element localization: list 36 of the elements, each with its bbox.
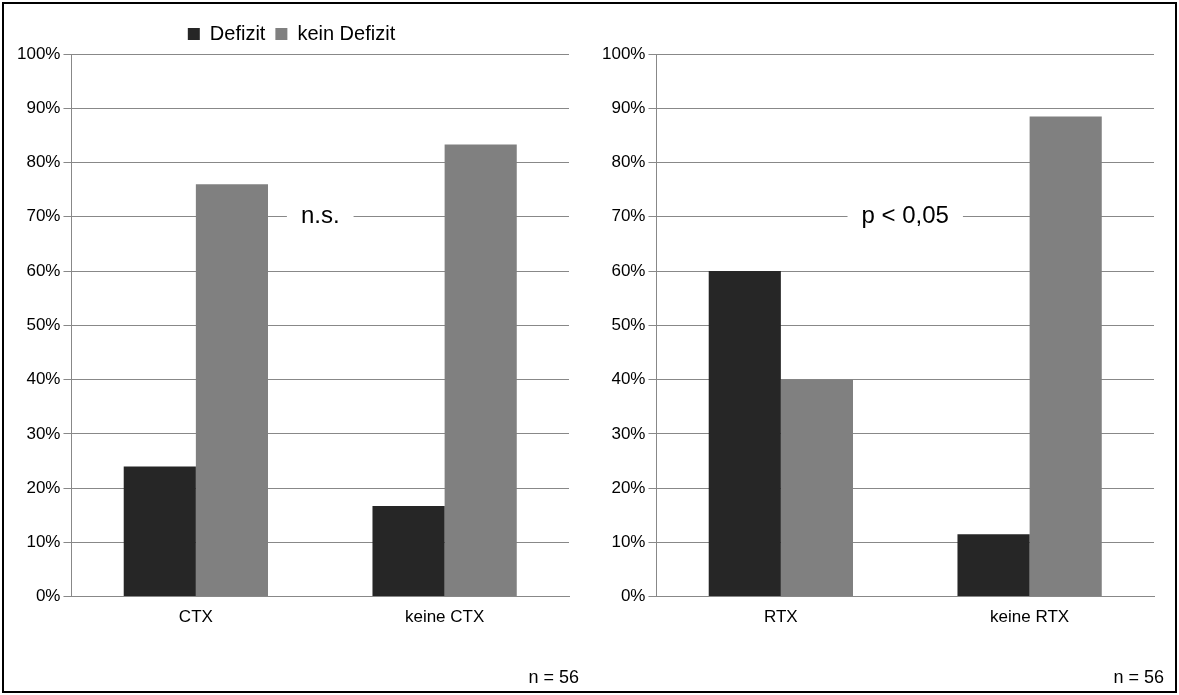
x-tick-label: keine CTX — [404, 607, 485, 627]
x-tick-label: keine RTX — [990, 607, 1070, 627]
bar — [957, 534, 1030, 597]
y-tick-label: 90% — [26, 97, 61, 117]
y-tick-label: 50% — [26, 314, 61, 334]
y-tick-label: 40% — [611, 369, 646, 389]
y-tick-label: 70% — [611, 206, 646, 226]
y-tick-label: 60% — [26, 260, 61, 280]
text: n = 56 — [528, 666, 579, 687]
x-tick-label: CTX — [178, 607, 213, 627]
y-tick-label: 80% — [26, 152, 61, 172]
legend-label: kein Defizit — [297, 21, 396, 44]
y-tick-label: 100% — [17, 43, 61, 63]
y-tick-label: 20% — [26, 477, 61, 497]
y-tick-label: 40% — [26, 369, 61, 389]
y-tick-label: 100% — [602, 43, 646, 63]
y-tick-label: 0% — [35, 586, 61, 606]
y-tick-label: 90% — [611, 97, 646, 117]
y-tick-label: 20% — [611, 477, 646, 497]
legend-label: Defizit — [209, 21, 266, 44]
y-tick-label: 0% — [620, 586, 646, 606]
text: n = 56 — [1113, 666, 1164, 687]
y-tick-label: 10% — [611, 532, 646, 552]
annotation: n.s. — [300, 201, 340, 229]
bar — [708, 271, 781, 597]
x-tick-label: RTX — [764, 607, 798, 627]
y-tick-label: 50% — [611, 314, 646, 334]
bar — [123, 466, 196, 597]
y-tick-label: 80% — [611, 152, 646, 172]
y-tick-label: 70% — [26, 206, 61, 226]
y-tick-label: 60% — [611, 260, 646, 280]
bar — [372, 505, 445, 597]
y-tick-label: 30% — [611, 423, 646, 443]
annotation: p < 0,05 — [861, 201, 949, 229]
y-tick-label: 10% — [26, 532, 61, 552]
y-tick-label: 30% — [26, 423, 61, 443]
